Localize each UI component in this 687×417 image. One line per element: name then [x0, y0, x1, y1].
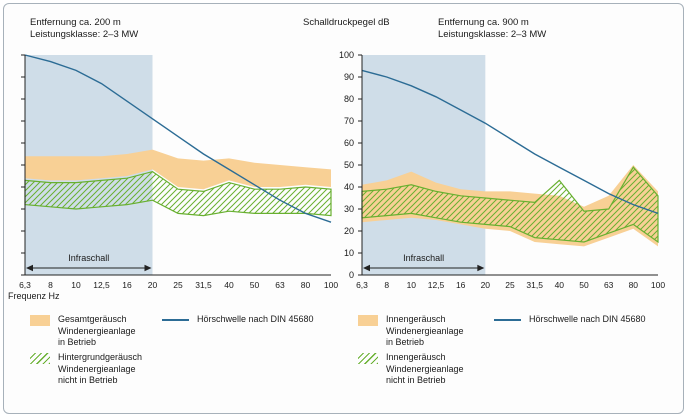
legend-label-background-noise: Hintergrundgeräusch Windenergieanlage ni… — [58, 352, 142, 387]
legend-line: Windenergieanlage — [58, 325, 136, 336]
x-tick-label: 50 — [250, 280, 260, 290]
legend-label-indoor-noise-off: Innengeräusch Windenergieanlage nicht in… — [386, 352, 464, 387]
right-chart-power-class: Leistungsklasse: 2–3 MW — [438, 29, 547, 40]
hatched-band — [24, 170, 332, 217]
x-tick-label: 80 — [301, 280, 311, 290]
y-tick-label: 70 — [344, 116, 354, 126]
y-tick-label: 0 — [349, 270, 354, 280]
legend-label-indoor-noise-on: Innengeräusch Windenergieanlage in Betri… — [386, 314, 464, 349]
x-tick-label: 10 — [407, 280, 417, 290]
infrasound-label: Infraschall — [403, 253, 444, 263]
x-axis-title: Frequenz Hz — [8, 291, 60, 301]
x-tick-label: 80 — [629, 280, 639, 290]
x-tick-label: 40 — [555, 280, 565, 290]
x-tick-label: 6,3 — [19, 280, 31, 290]
x-tick-label: 100 — [324, 280, 338, 290]
y-tick-label: 50 — [344, 160, 354, 170]
legend-item-threshold-right: Hörschwelle nach DIN 45680 — [494, 314, 646, 326]
legend-label-threshold-right: Hörschwelle nach DIN 45680 — [529, 314, 646, 326]
y-tick-label: 40 — [344, 182, 354, 192]
legend-line: nicht in Betrieb — [386, 375, 446, 385]
x-tick-label: 16 — [456, 280, 466, 290]
y-tick-label: 20 — [344, 226, 354, 236]
infrasound-region — [362, 55, 486, 275]
legend-line: Hörschwelle nach DIN 45680 — [529, 314, 646, 324]
y-axis-title: Schalldruckpegel dB — [303, 17, 390, 28]
legend-line: Hintergrundgeräusch — [58, 352, 143, 362]
x-tick-label: 50 — [579, 280, 589, 290]
x-tick-label: 63 — [604, 280, 614, 290]
legend-line: Windenergieanlage — [58, 363, 136, 374]
threshold-line-swatch — [494, 319, 521, 321]
legend-line: Gesamtgeräusch — [58, 314, 127, 324]
arrow-left-head — [363, 264, 370, 272]
y-tick-label: 60 — [344, 138, 354, 148]
y-tick-label: 80 — [344, 94, 354, 104]
x-tick-label: 31,5 — [526, 280, 543, 290]
right-chart-distance: Entfernung ca. 900 m — [438, 17, 529, 28]
legend-label-total-noise: Gesamtgeräusch Windenergieanlage in Betr… — [58, 314, 136, 349]
x-tick-label: 10 — [71, 280, 81, 290]
noise-band — [25, 149, 331, 190]
arrow-left-head — [26, 264, 33, 272]
y-tick-label: 10 — [344, 248, 354, 258]
threshold-line-swatch — [162, 319, 189, 321]
hatched-band — [361, 166, 659, 244]
x-tick-label: 8 — [48, 280, 53, 290]
y-tick-label: 30 — [344, 204, 354, 214]
legend-line: Hörschwelle nach DIN 45680 — [197, 314, 314, 324]
green-hatch-swatch — [358, 353, 378, 364]
x-tick-label: 25 — [173, 280, 183, 290]
legend-line: nicht in Betrieb — [58, 375, 118, 385]
chart-right-900m: 0 10 20 30 40 50 60 70 80 90 100 6,3 8 10 12,5 16 20 25 31… — [339, 50, 665, 290]
x-tick-label: 20 — [148, 280, 158, 290]
threshold-line — [361, 69, 659, 215]
x-tick-label: 63 — [275, 280, 285, 290]
legend-line: in Betrieb — [386, 337, 425, 347]
orange-band-swatch — [358, 315, 378, 326]
infrasound-label: Infraschall — [68, 253, 109, 263]
y-tick-label: 90 — [344, 72, 354, 82]
x-tick-label: 16 — [122, 280, 132, 290]
y-tick-label: 100 — [339, 50, 354, 60]
x-tick-label: 20 — [481, 280, 491, 290]
legend-item-indoor-noise-on: Innengeräusch Windenergieanlage in Betri… — [358, 314, 464, 349]
x-tick-label: 6,3 — [356, 280, 368, 290]
left-chart-distance: Entfernung ca. 200 m — [30, 17, 121, 28]
x-tick-label: 8 — [384, 280, 389, 290]
left-chart-power-class: Leistungsklasse: 2–3 MW — [30, 29, 139, 40]
arrow-right-head — [144, 264, 152, 272]
x-tick-label: 40 — [224, 280, 234, 290]
arrow-right-head — [477, 264, 485, 272]
legend-line: Innengeräusch — [386, 352, 446, 362]
x-tick-label: 100 — [651, 280, 665, 290]
legend-line: in Betrieb — [58, 337, 97, 347]
legend-line: Innengeräusch — [386, 314, 446, 324]
chart-left-200m: 6,3 8 10 12,5 16 20 25 31,5 40 50 63 80 100 Infrascha… — [19, 54, 338, 290]
x-tick-label: 31,5 — [195, 280, 212, 290]
legend-item-threshold-left: Hörschwelle nach DIN 45680 — [162, 314, 314, 326]
legend-line: Windenergieanlage — [386, 363, 464, 374]
legend-label-threshold-left: Hörschwelle nach DIN 45680 — [197, 314, 314, 326]
x-tick-label: 12,5 — [93, 280, 110, 290]
orange-band-swatch — [30, 315, 50, 326]
legend-line: Windenergieanlage — [386, 325, 464, 336]
x-tick-label: 12,5 — [428, 280, 445, 290]
legend-item-indoor-noise-off: Innengeräusch Windenergieanlage nicht in… — [358, 352, 464, 387]
threshold-line — [24, 54, 332, 223]
left-chart-header: Entfernung ca. 200 m Leistungsklasse: 2–… — [30, 17, 138, 41]
green-hatch-swatch — [30, 353, 50, 364]
legend-item-total-noise: Gesamtgeräusch Windenergieanlage in Betr… — [30, 314, 136, 349]
x-tick-label: 25 — [505, 280, 515, 290]
right-chart-header: Entfernung ca. 900 m Leistungsklasse: 2–… — [438, 17, 546, 41]
legend-item-background-noise: Hintergrundgeräusch Windenergieanlage ni… — [30, 352, 142, 387]
